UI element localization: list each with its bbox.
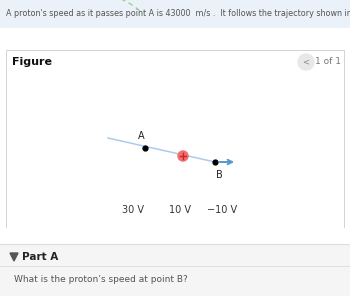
Bar [0,228,350,244]
Bar [6,50,344,228]
Text: 30 V: 30 V [122,205,144,215]
Bar [0,244,350,296]
Text: B: B [216,170,222,180]
Text: 1 of 1: 1 of 1 [315,57,341,67]
Text: −10 V: −10 V [207,205,237,215]
Circle shape [178,151,188,161]
Text: Figure: Figure [12,57,52,67]
Text: A: A [138,131,144,141]
Text: A proton's speed as it passes point A is 43000  m/s .  It follows the trajectory: A proton's speed as it passes point A is… [6,9,350,17]
Text: <: < [302,57,309,67]
Text: 10 V: 10 V [169,205,191,215]
Text: Part A: Part A [22,252,58,262]
Bar [0,0,350,28]
Polygon shape [10,253,18,261]
Text: What is the proton’s speed at point B?: What is the proton’s speed at point B? [14,276,188,284]
Circle shape [298,54,314,70]
